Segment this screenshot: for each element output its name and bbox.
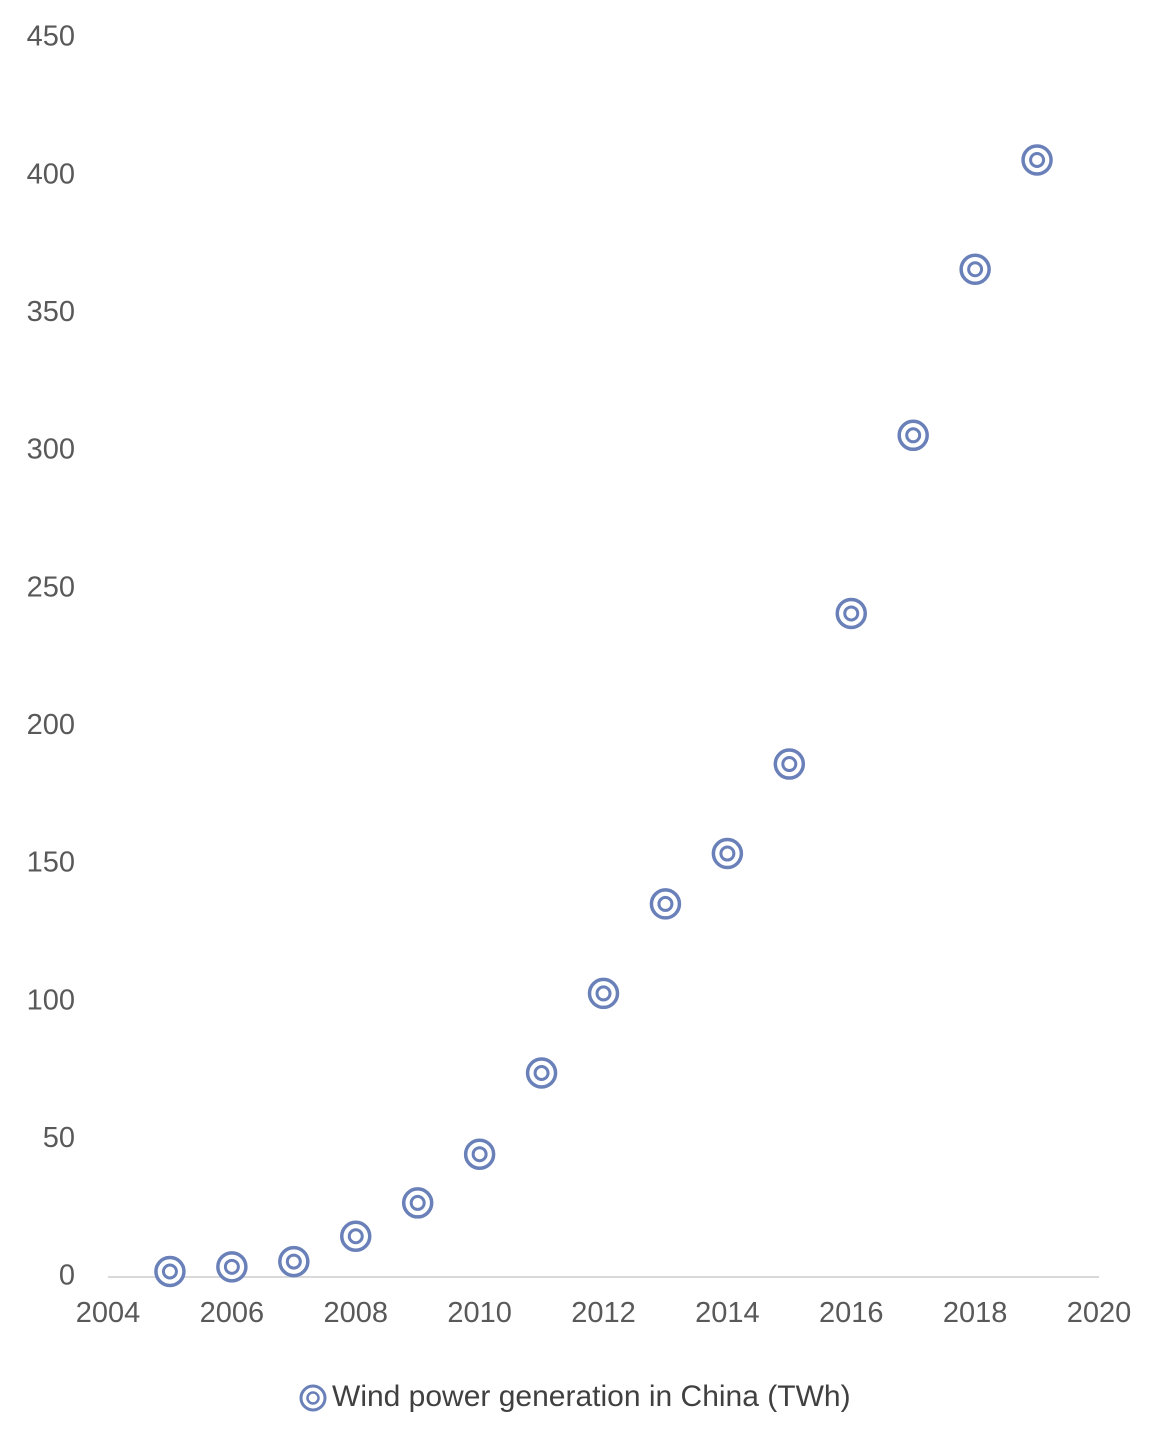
x-tick-label: 2016	[819, 1297, 884, 1329]
y-tick-label: 250	[27, 571, 75, 603]
x-tick-label: 2014	[695, 1297, 760, 1329]
data-point	[278, 1245, 310, 1278]
data-points	[154, 144, 1053, 1288]
data-point	[773, 748, 806, 780]
y-tick-label: 150	[27, 847, 75, 879]
x-tick-label: 2012	[571, 1297, 636, 1329]
data-point	[340, 1220, 372, 1253]
data-point	[463, 1138, 496, 1170]
data-point	[959, 253, 991, 286]
x-tick-label: 2008	[323, 1297, 388, 1329]
data-point	[1021, 144, 1053, 176]
y-axis-ticks: 0 50 100 150 200 250 300 350 400 450	[27, 21, 75, 1292]
data-point	[587, 977, 620, 1010]
data-point	[525, 1057, 558, 1089]
y-tick-label: 50	[43, 1122, 75, 1154]
y-tick-label: 350	[27, 296, 75, 328]
data-point	[216, 1251, 248, 1283]
legend: Wind power generation in China (TWh)	[299, 1380, 851, 1413]
x-tick-label: 2020	[1067, 1297, 1132, 1329]
data-point	[154, 1255, 186, 1288]
legend-marker-icon	[299, 1384, 327, 1412]
legend-label: Wind power generation in China (TWh)	[332, 1380, 851, 1413]
y-tick-label: 450	[27, 21, 75, 53]
x-axis-ticks: 2004 2006 2008 2010 2012 2014 2016 2018 2020	[76, 1297, 1132, 1329]
y-tick-label: 400	[27, 158, 75, 190]
y-tick-label: 100	[27, 984, 75, 1016]
data-point	[649, 888, 682, 920]
data-point	[711, 837, 744, 870]
data-point	[401, 1187, 434, 1219]
y-tick-label: 0	[59, 1260, 75, 1292]
data-point	[835, 597, 867, 630]
x-tick-label: 2006	[200, 1297, 265, 1329]
x-tick-label: 2010	[447, 1297, 512, 1329]
x-tick-label: 2004	[76, 1297, 141, 1329]
data-point	[897, 419, 929, 452]
x-tick-label: 2018	[943, 1297, 1008, 1329]
y-tick-label: 300	[27, 434, 75, 466]
y-tick-label: 200	[27, 709, 75, 741]
